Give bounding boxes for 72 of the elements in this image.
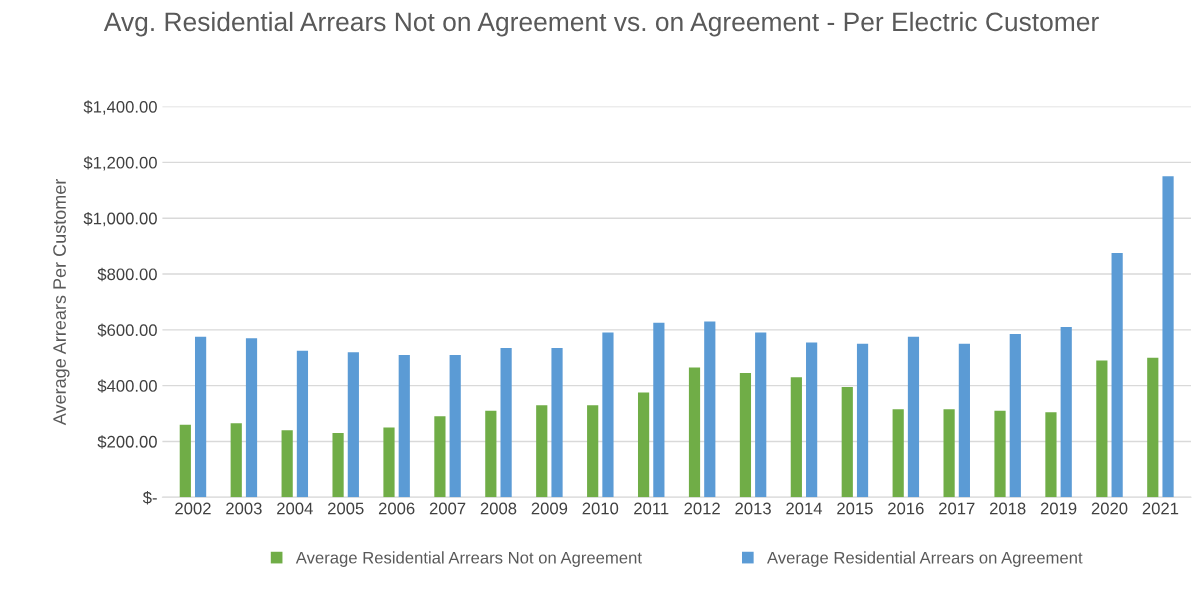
bar [958, 343, 970, 498]
x-tick-label: 2005 [328, 502, 364, 515]
x-tick-label: 2018 [989, 502, 1026, 515]
bar [892, 409, 904, 498]
x-tick-label: 2009 [531, 502, 568, 515]
x-tick-label: 2020 [1091, 502, 1128, 515]
x-tick-label: 2017 [939, 502, 975, 515]
bar [281, 430, 293, 498]
bar [653, 322, 665, 498]
bar [449, 354, 461, 498]
bar [1096, 360, 1108, 498]
x-tick-label: 2016 [888, 502, 924, 515]
bar [637, 392, 650, 498]
x-tick-label: 2004 [277, 502, 313, 515]
x-tick-label: 2007 [429, 502, 466, 515]
x-tick-label: 2014 [786, 502, 823, 515]
bar [500, 347, 512, 498]
y-tick-label: $1,200.00 [83, 156, 157, 171]
bar [296, 350, 309, 498]
bar [688, 367, 701, 498]
x-tick-label: 2011 [634, 502, 669, 515]
legend-label: Average Residential Arrears on Agreement [767, 551, 1083, 567]
bar [1111, 253, 1123, 498]
bar [332, 433, 344, 498]
x-tick-label: 2006 [378, 502, 415, 515]
bar [245, 338, 258, 498]
bar [755, 332, 767, 498]
bar [536, 405, 548, 498]
bar [739, 373, 752, 498]
bar [383, 427, 395, 498]
bar [398, 354, 410, 498]
bar [806, 342, 818, 498]
bar [994, 410, 1006, 498]
bar [1060, 327, 1072, 498]
x-tick-label: 2012 [684, 502, 720, 515]
bar [347, 352, 359, 498]
bar [551, 347, 563, 498]
bar [790, 377, 802, 498]
bar [1009, 334, 1021, 498]
x-tick-label: 2003 [226, 502, 262, 515]
y-tick-label: $200.00 [97, 435, 157, 449]
x-tick-label: 2008 [480, 502, 517, 515]
x-tick-label: 2021 [1142, 502, 1179, 515]
chart-title: Avg. Residential Arrears Not on Agreement vs. on Agreement - Per Electric Customer [103, 11, 1099, 37]
bar [1147, 357, 1159, 498]
bar [602, 332, 614, 498]
x-tick-label: 2013 [735, 502, 771, 515]
y-tick-label: $1,400.00 [83, 100, 157, 115]
x-tick-label: 2015 [837, 502, 873, 515]
bar [434, 416, 446, 498]
bar [230, 423, 242, 498]
bar [194, 336, 207, 498]
x-tick-label: 2010 [582, 502, 619, 515]
y-tick-label: $800.00 [97, 267, 157, 282]
x-tick-label: 2002 [175, 502, 211, 515]
y-tick-label: $600.00 [97, 323, 157, 338]
bar [1045, 412, 1057, 498]
bar [587, 405, 599, 498]
y-tick-label: $- [142, 490, 157, 505]
bar [179, 424, 191, 498]
bar [1162, 176, 1174, 498]
bar [704, 321, 716, 498]
bar [841, 387, 853, 498]
bar [907, 336, 920, 498]
y-axis-title: Average Arrears Per Customer [53, 178, 70, 426]
bar [856, 343, 869, 498]
y-tick-label: $400.00 [97, 379, 157, 393]
bar [943, 409, 955, 498]
legend-label: Average Residential Arrears Not on Agreement [295, 551, 642, 567]
bar [485, 410, 497, 498]
x-tick-label: 2019 [1040, 502, 1077, 515]
y-tick-label: $1,000.00 [83, 211, 157, 227]
